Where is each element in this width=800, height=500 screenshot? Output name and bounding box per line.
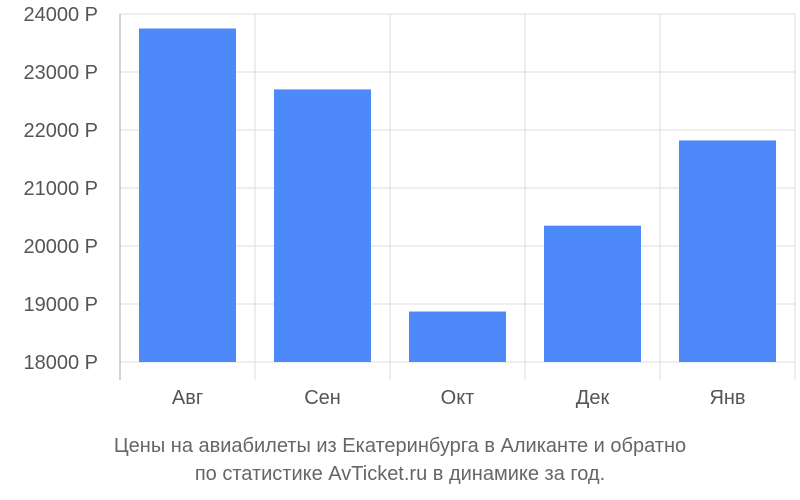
bar	[409, 311, 506, 362]
y-tick-label: 24000 Р	[23, 4, 98, 26]
bar	[544, 225, 641, 362]
y-tick-label: 22000 Р	[23, 120, 98, 142]
x-axis-ticks: Авг Сен Окт Дек Янв	[172, 387, 746, 409]
x-tick-label: Дек	[576, 387, 610, 409]
bar	[139, 28, 236, 362]
y-tick-label: 19000 Р	[23, 294, 98, 316]
y-axis-ticks: 18000 Р 19000 Р 20000 Р 21000 Р 22000 Р 23000…	[23, 4, 98, 374]
y-tick-label: 20000 Р	[23, 236, 98, 258]
x-tick-label: Сен	[304, 387, 341, 409]
bar	[679, 140, 776, 362]
bar	[274, 89, 371, 363]
bars	[139, 28, 776, 363]
x-tick-label: Янв	[709, 387, 745, 409]
chart-caption-line-1: Цены на авиабилеты из Екатеринбурга в Ал…	[113, 435, 687, 457]
x-tick-label: Окт	[441, 387, 475, 409]
y-tick-label: 21000 Р	[23, 178, 98, 200]
y-tick-label: 23000 Р	[23, 62, 98, 84]
chart-caption-line-2: по статистике AvTicket.ru в динамике за …	[194, 463, 606, 485]
y-tick-label: 18000 Р	[23, 352, 98, 374]
x-tick-label: Авг	[172, 387, 203, 409]
